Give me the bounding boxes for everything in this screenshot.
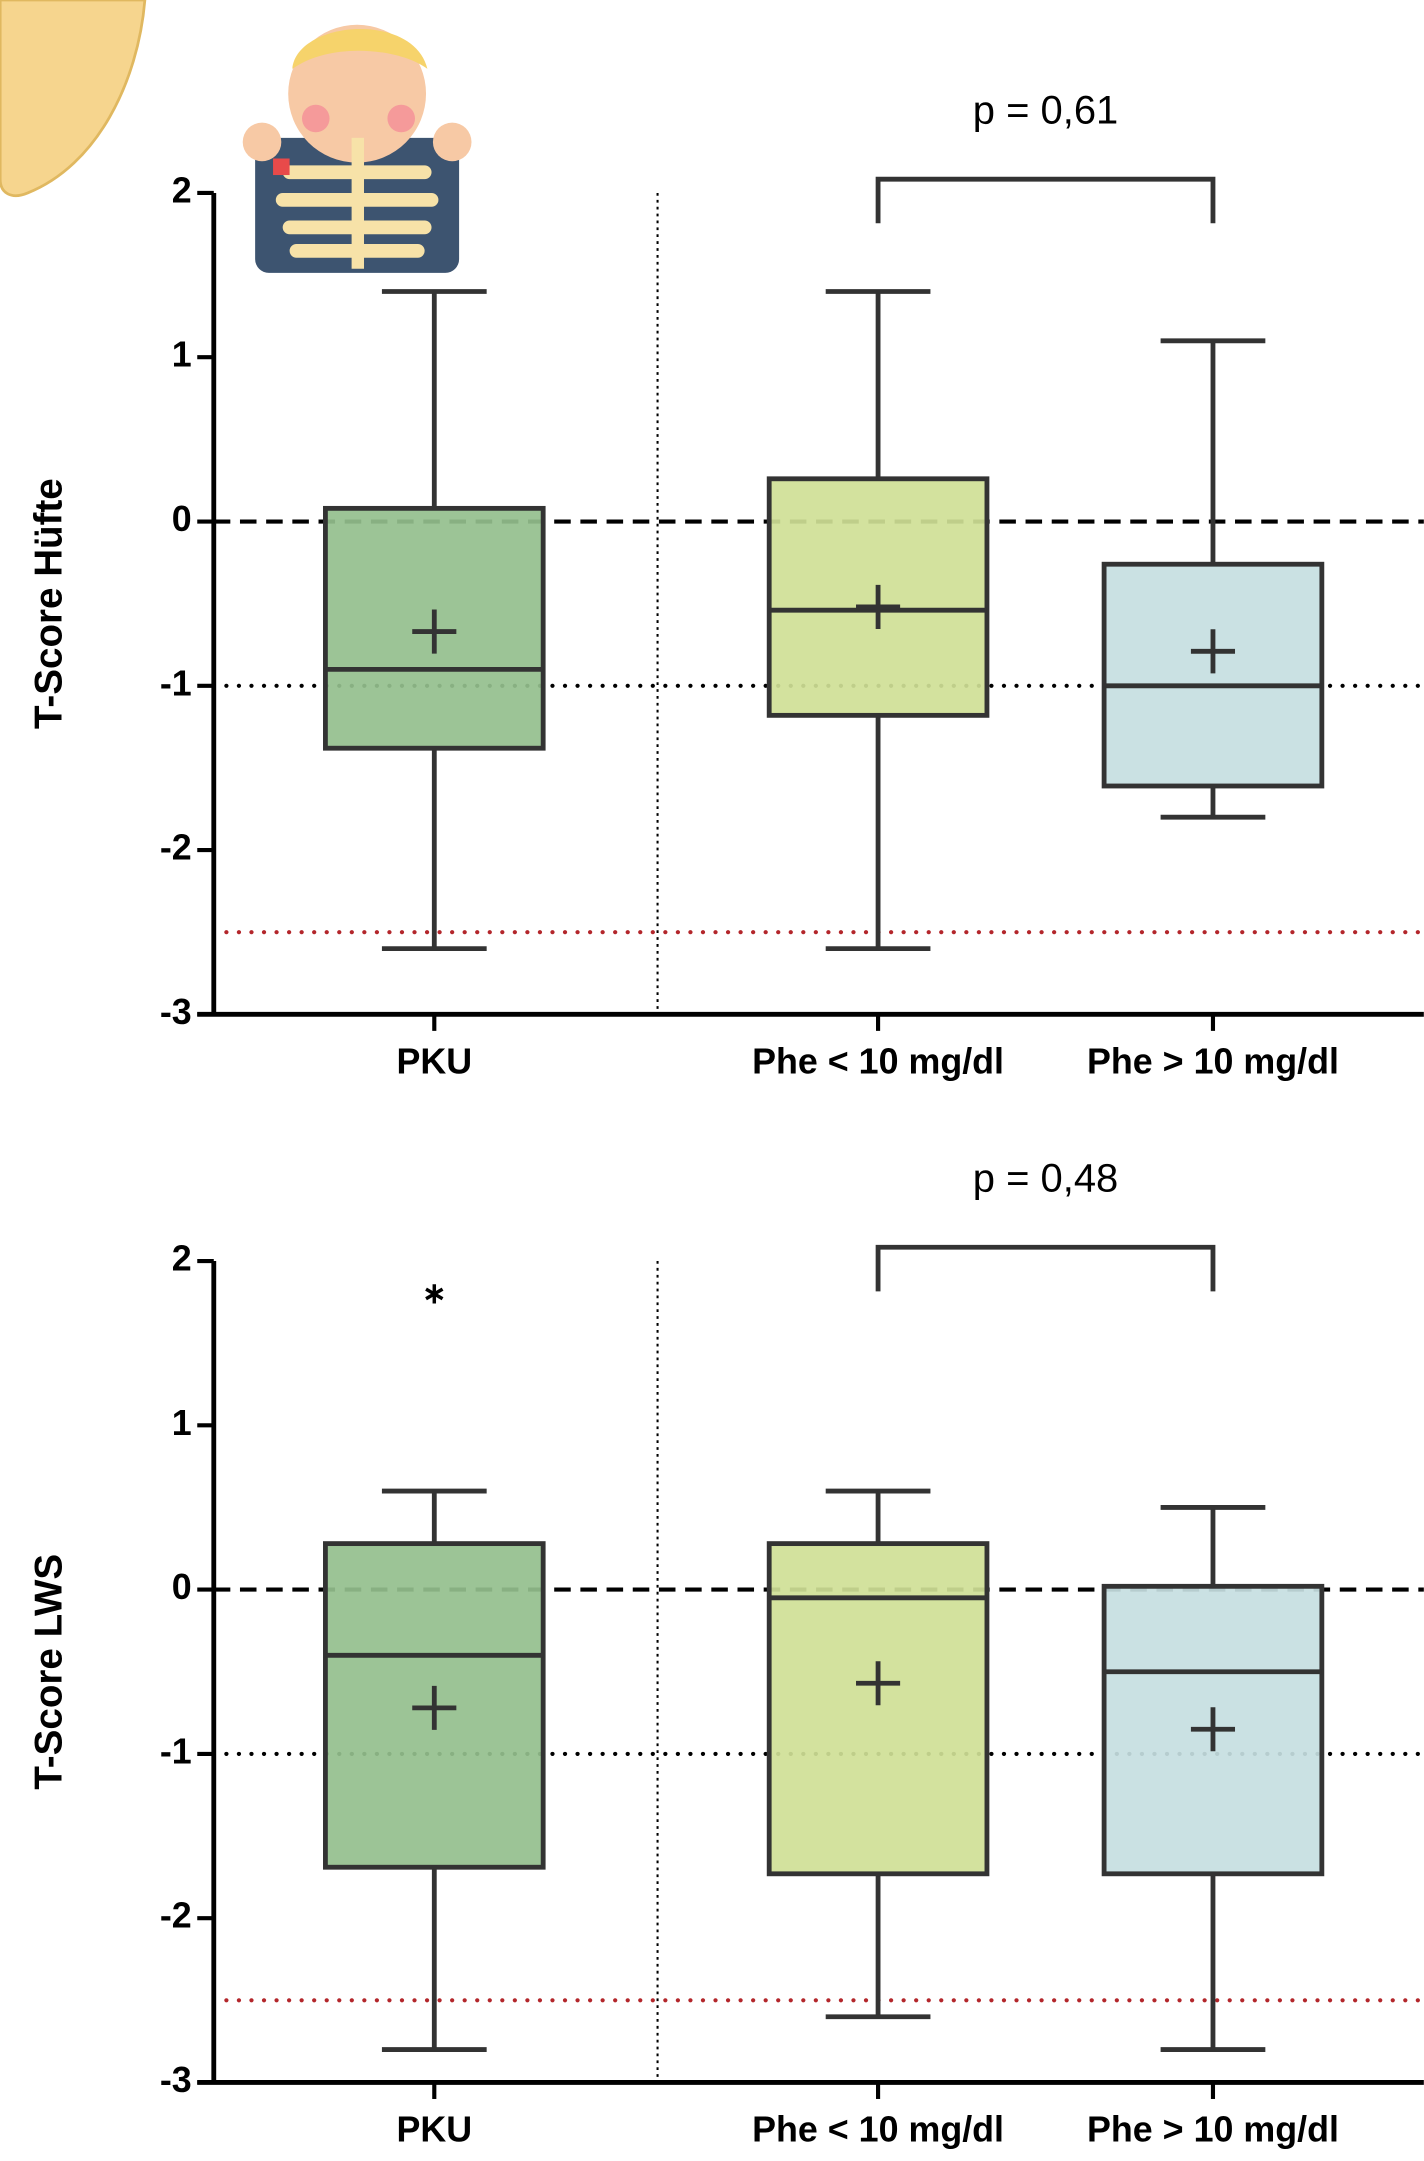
x-tick-label: Phe > 10 mg/dl — [1087, 2110, 1339, 2150]
y-tick-label: -3 — [160, 2060, 192, 2100]
y-axis-label: T-Score Hüfte — [27, 478, 70, 729]
box — [769, 1544, 987, 1874]
box-plot — [325, 1284, 543, 2049]
y-tick-label: -1 — [160, 1731, 192, 1771]
figure: T-Score Hüfte -3 -2 -1 0 1 2 PKU Phe < 10 mg/dl P… — [0, 0, 1424, 2161]
decoration — [0, 0, 471, 273]
box-plot — [325, 292, 543, 949]
box-plot — [769, 292, 987, 949]
chart: T-Score LWS -3 -2 -1 0 1 2 PKU Phe < 10 mg/dl Phe… — [27, 1157, 1423, 2150]
box-plot — [769, 1491, 987, 2017]
x-tick-label: PKU — [396, 1041, 472, 1081]
y-tick-label: 0 — [172, 1567, 192, 1607]
y-tick-label: 0 — [172, 499, 192, 539]
x-tick-label: Phe > 10 mg/dl — [1087, 1041, 1339, 1081]
y-tick-label: -1 — [160, 663, 192, 703]
annotation: p = 0,48 — [973, 1157, 1119, 1201]
y-tick-label: 2 — [172, 1239, 192, 1279]
chart: T-Score Hüfte -3 -2 -1 0 1 2 PKU Phe < 10 mg/dl P… — [27, 89, 1423, 1082]
y-tick-label: -3 — [160, 992, 192, 1032]
x-tick-label: Phe < 10 mg/dl — [752, 2110, 1004, 2150]
outlier — [426, 1284, 443, 1303]
y-tick-label: 1 — [172, 335, 192, 375]
x-tick-label: Phe < 10 mg/dl — [752, 1041, 1004, 1081]
x-tick-label: PKU — [396, 2110, 472, 2150]
y-tick-label: 1 — [172, 1403, 192, 1443]
significance-bracket — [878, 1247, 1213, 1291]
box-plot — [1104, 1507, 1322, 2049]
y-tick-label: 2 — [172, 170, 192, 210]
y-axis-label: T-Score LWS — [27, 1554, 70, 1790]
annotation: p = 0,61 — [973, 89, 1119, 133]
box-plot — [1104, 341, 1322, 817]
y-tick-label: -2 — [160, 1896, 192, 1936]
significance-bracket — [878, 179, 1213, 223]
box — [1104, 564, 1322, 786]
y-tick-label: -2 — [160, 828, 192, 868]
